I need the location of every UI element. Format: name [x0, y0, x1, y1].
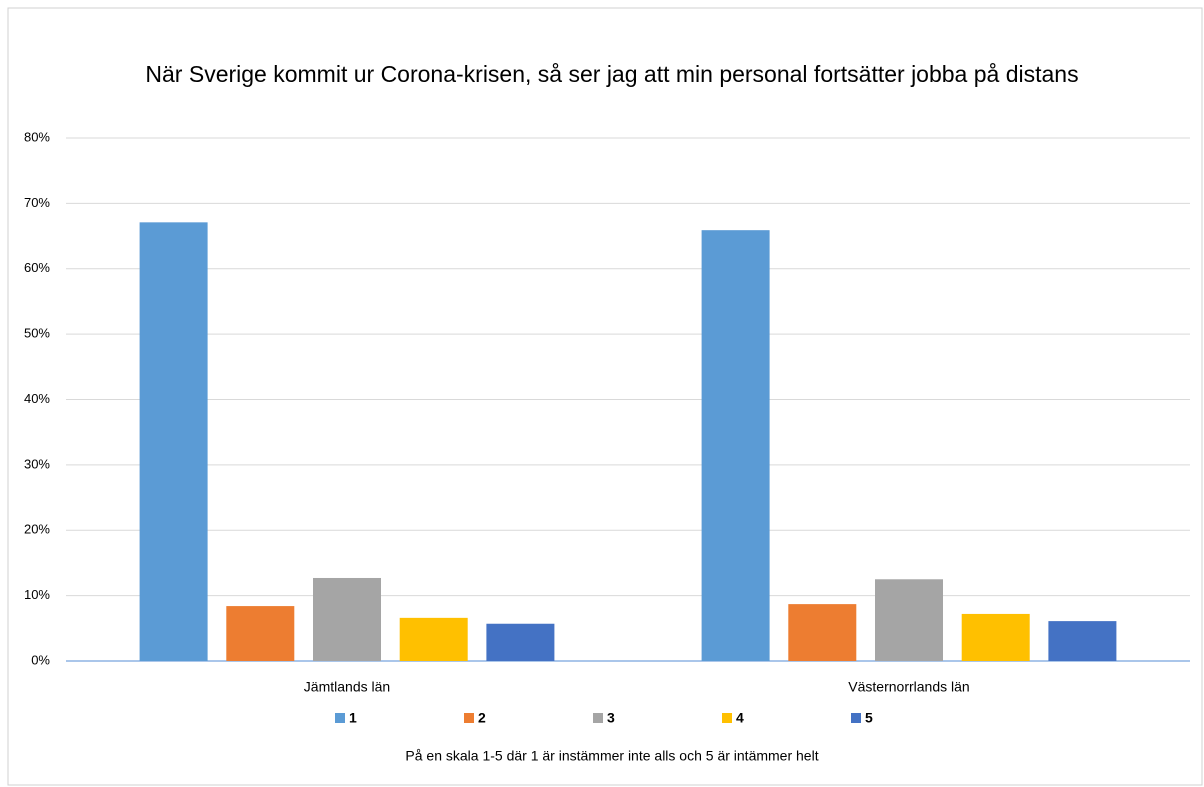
- bar: [399, 617, 468, 661]
- chart-title: När Sverige kommit ur Corona-krisen, så …: [145, 61, 1078, 87]
- legend-label: 4: [736, 710, 744, 726]
- bar: [961, 613, 1030, 661]
- y-tick-label: 60%: [24, 260, 50, 275]
- y-tick-label: 80%: [24, 129, 50, 144]
- bar: [226, 606, 295, 661]
- y-tick-label: 50%: [24, 326, 50, 341]
- bar: [139, 222, 208, 662]
- legend-swatch: [335, 713, 345, 723]
- bar: [875, 579, 943, 661]
- x-tick-label: Västernorrlands län: [848, 679, 969, 695]
- legend-label: 2: [478, 710, 486, 726]
- y-tick-label: 30%: [24, 456, 50, 471]
- legend-label: 3: [607, 710, 615, 726]
- y-tick-label: 0%: [31, 652, 50, 667]
- x-axis-label: På en skala 1-5 där 1 är instämmer inte …: [405, 748, 818, 764]
- legend-label: 5: [865, 710, 873, 726]
- legend-swatch: [851, 713, 861, 723]
- legend-swatch: [464, 713, 474, 723]
- y-tick-label: 40%: [24, 391, 50, 406]
- y-tick-label: 70%: [24, 195, 50, 210]
- bar: [313, 577, 381, 661]
- x-tick-label: Jämtlands län: [304, 679, 390, 695]
- bar: [1048, 621, 1117, 661]
- bar: [788, 604, 857, 661]
- y-tick-label: 20%: [24, 522, 50, 537]
- legend-swatch: [593, 713, 603, 723]
- y-tick-label: 10%: [24, 587, 50, 602]
- legend-label: 1: [349, 710, 357, 726]
- legend-swatch: [722, 713, 732, 723]
- bar: [486, 623, 555, 661]
- bar: [701, 230, 770, 661]
